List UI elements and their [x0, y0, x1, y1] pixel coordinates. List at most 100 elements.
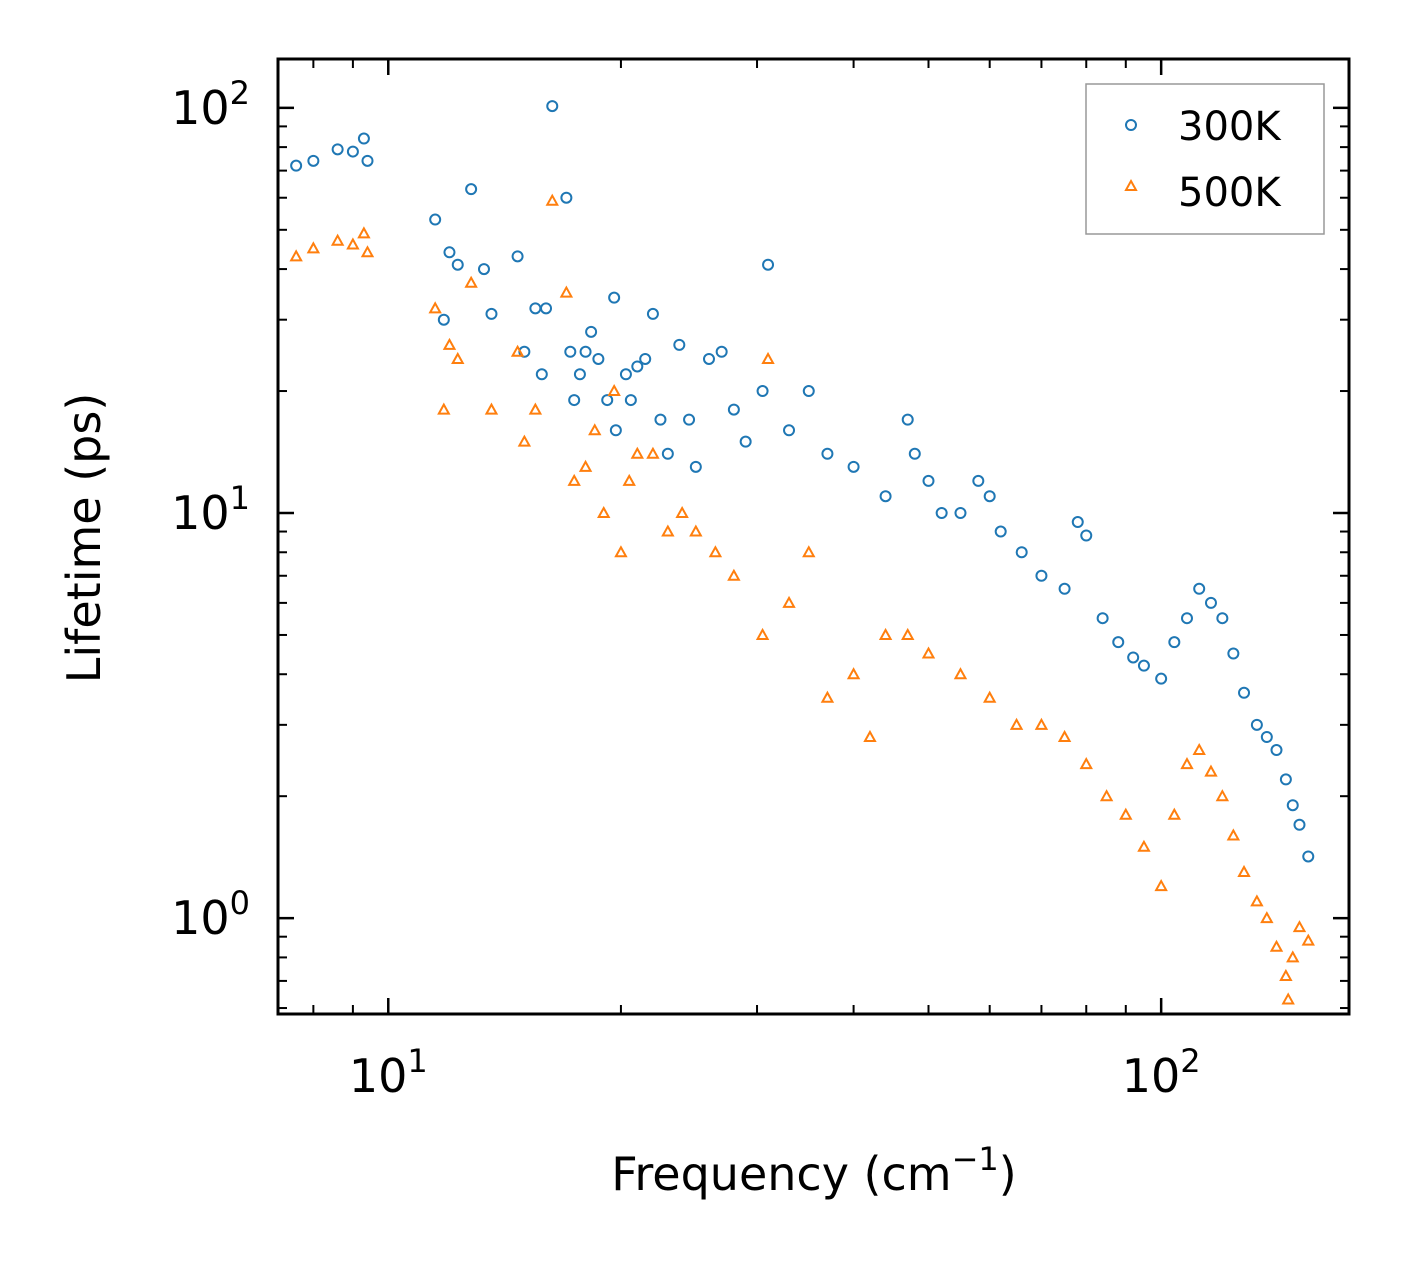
data-point-300k	[983, 490, 996, 503]
data-point-300k	[646, 307, 659, 320]
data-point-500k	[1292, 920, 1307, 933]
data-point-500k	[982, 690, 997, 703]
data-point-300k	[654, 413, 667, 426]
data-point-300k	[535, 368, 548, 381]
data-point-300k	[331, 143, 344, 156]
data-point-500k	[567, 473, 581, 486]
data-point-300k	[619, 368, 632, 381]
data-point-500k	[675, 505, 689, 519]
data-point-300k	[1250, 718, 1263, 731]
data-point-300k	[972, 474, 985, 487]
data-point-500k	[559, 285, 574, 298]
y-tick-label: 100	[171, 884, 250, 945]
data-point-500k	[517, 434, 532, 447]
data-point-300k	[689, 460, 702, 473]
data-point-500k	[708, 545, 723, 558]
data-point-500k	[1301, 933, 1315, 946]
data-point-300k	[1279, 773, 1292, 786]
data-point-300k	[783, 424, 796, 437]
data-point-300k	[485, 307, 498, 320]
data-point-500k	[953, 667, 968, 680]
data-point-300k	[546, 100, 559, 113]
data-point-300k	[1193, 582, 1206, 595]
data-point-500k	[588, 423, 602, 436]
data-point-500k	[727, 568, 741, 581]
data-point-300k	[1204, 596, 1217, 609]
data-point-300k	[601, 394, 614, 407]
data-point-300k	[429, 213, 442, 226]
data-point-500k	[1269, 939, 1284, 952]
data-point-500k	[614, 545, 628, 558]
data-point-500k	[802, 545, 816, 558]
data-point-300k	[727, 403, 740, 416]
legend-label-300k: 300K	[1178, 104, 1282, 150]
data-point-300k	[290, 159, 303, 172]
data-point-500k	[878, 627, 893, 640]
data-point-300k	[573, 368, 586, 381]
data-point-300k	[739, 435, 752, 448]
legend-marker-300k	[1125, 119, 1137, 131]
data-point-300k	[847, 460, 860, 473]
data-point-300k	[994, 525, 1007, 538]
data-point-300k	[1216, 612, 1229, 625]
data-point-500k	[330, 233, 345, 246]
data-point-300k	[901, 413, 914, 426]
data-point-300k	[609, 424, 622, 437]
data-point-300k	[307, 154, 320, 167]
data-point-300k	[1071, 516, 1084, 529]
data-point-300k	[1260, 730, 1273, 743]
data-point-500k	[360, 245, 375, 258]
data-point-500k	[437, 402, 451, 415]
legend-frame	[1085, 83, 1325, 235]
data-point-300k	[762, 258, 775, 271]
data-point-500k	[1079, 757, 1093, 770]
data-point-500k	[607, 383, 621, 397]
x-tick-label: 102	[1122, 1042, 1201, 1103]
data-point-500k	[442, 337, 457, 350]
data-point-300k	[624, 394, 637, 407]
data-point-300k	[568, 394, 581, 407]
data-point-500k	[630, 446, 645, 459]
data-point-300k	[1035, 569, 1048, 582]
major-ticks	[278, 59, 1349, 1014]
series-300k	[290, 100, 1315, 863]
data-point-300k	[451, 258, 464, 271]
data-point-300k	[608, 291, 621, 304]
data-point-300k	[592, 352, 605, 365]
data-point-300k	[702, 352, 715, 365]
data-point-300k	[437, 313, 450, 326]
data-point-500k	[1250, 894, 1264, 907]
data-point-500k	[1119, 807, 1133, 820]
data-point-500k	[846, 667, 861, 680]
data-point-500k	[1204, 764, 1218, 777]
data-point-500k	[528, 402, 543, 415]
data-point-500k	[761, 351, 775, 364]
data-point-300k	[879, 490, 892, 503]
data-point-300k	[673, 338, 686, 351]
data-point-500k	[622, 473, 636, 486]
data-point-300k	[540, 302, 553, 315]
data-point-500k	[357, 226, 371, 239]
data-point-500k	[1099, 789, 1114, 802]
data-point-300k	[1155, 672, 1168, 685]
plot-frame	[276, 57, 1351, 1016]
x-tick-label: 101	[349, 1042, 428, 1103]
data-point-500k	[346, 237, 360, 250]
y-tick-label: 102	[171, 74, 250, 135]
data-point-300k	[1015, 546, 1028, 559]
data-point-300k	[1227, 647, 1240, 660]
data-point-300k	[361, 154, 374, 167]
data-point-500k	[578, 459, 593, 472]
data-point-300k	[560, 191, 573, 204]
data-point-300k	[1270, 744, 1283, 757]
data-point-500k	[1281, 992, 1295, 1005]
data-point-500k	[646, 446, 660, 459]
data-point-300k	[1302, 850, 1315, 863]
series-500k	[289, 193, 1315, 1005]
data-point-300k	[1096, 612, 1109, 625]
data-point-300k	[1180, 612, 1193, 625]
x-axis-title: Frequency (cm−1)	[611, 1140, 1016, 1201]
y-tick-label: 101	[171, 479, 250, 540]
data-point-500k	[306, 241, 321, 254]
